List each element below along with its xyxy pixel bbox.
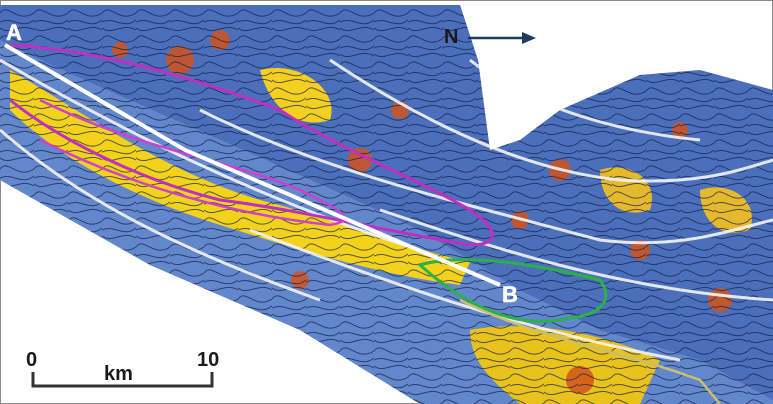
north-arrowhead xyxy=(522,32,536,44)
scale-end: 10 xyxy=(197,349,219,371)
scale-unit: km xyxy=(104,363,133,385)
north-label: N xyxy=(444,26,458,48)
scale-start: 0 xyxy=(26,349,37,371)
profile-line xyxy=(3,43,501,287)
profile-end-label: B xyxy=(502,282,518,307)
scale-bar: 0 10 km xyxy=(26,349,219,388)
profile-start-label: A xyxy=(6,20,22,45)
